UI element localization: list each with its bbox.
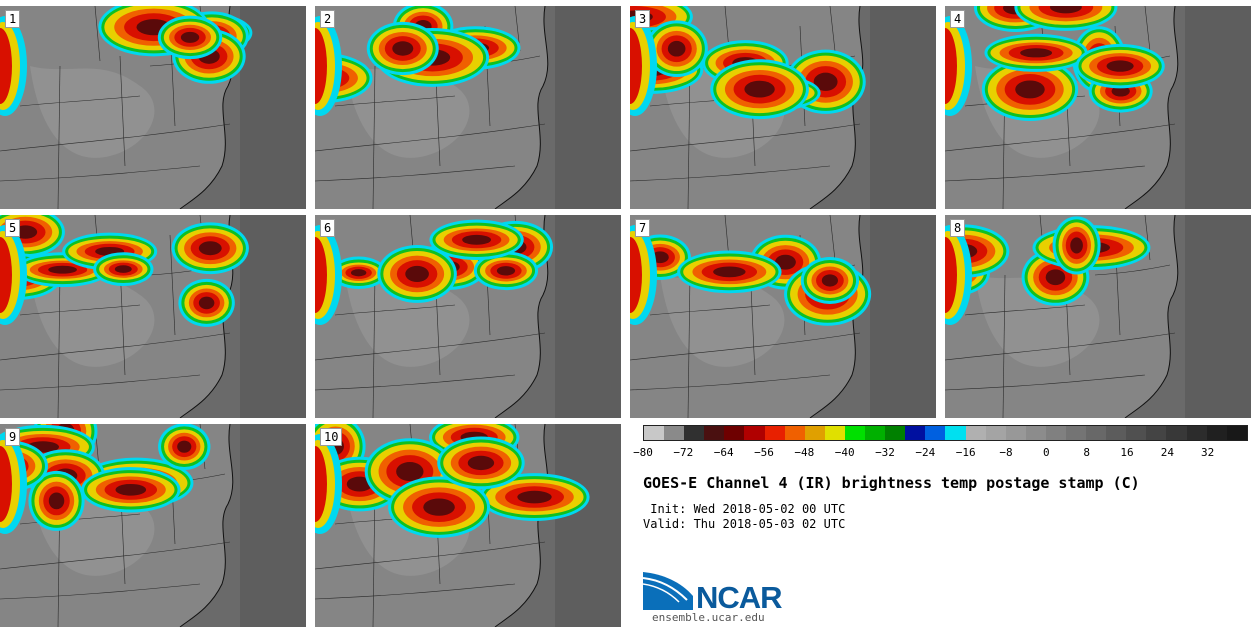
satellite-ir-map bbox=[0, 215, 306, 418]
colorbar-tick-label: 16 bbox=[1120, 446, 1134, 459]
colorbar-swatch bbox=[664, 426, 685, 440]
colorbar-swatch bbox=[724, 426, 745, 440]
colorbar bbox=[643, 425, 1248, 441]
colorbar-swatch bbox=[744, 426, 765, 440]
colorbar-swatch bbox=[985, 426, 1006, 440]
ensemble-member-panel: 10 bbox=[315, 424, 621, 627]
member-number-label: 1 bbox=[5, 10, 21, 28]
ncar-logo-icon bbox=[643, 572, 693, 610]
ensemble-member-panel: 3 bbox=[630, 6, 936, 209]
member-number-label: 6 bbox=[320, 219, 336, 237]
valid-time: Valid: Thu 2018-05-03 02 UTC bbox=[643, 517, 846, 531]
colorbar-swatch bbox=[905, 426, 926, 440]
colorbar-swatch bbox=[965, 426, 986, 440]
member-number-label: 3 bbox=[635, 10, 651, 28]
colorbar-swatch bbox=[885, 426, 906, 440]
colorbar-swatch bbox=[844, 426, 866, 440]
colorbar-swatch bbox=[1065, 426, 1087, 440]
colorbar-swatch bbox=[945, 426, 966, 440]
colorbar-tick-label: −32 bbox=[875, 446, 895, 459]
ensemble-member-panel: 8 bbox=[945, 215, 1251, 418]
colorbar-swatch bbox=[1206, 426, 1227, 440]
site-url[interactable]: ensemble.ucar.edu bbox=[652, 611, 765, 624]
satellite-ir-map bbox=[315, 424, 621, 627]
member-number-label: 10 bbox=[320, 428, 343, 446]
ensemble-member-panel: 2 bbox=[315, 6, 621, 209]
ensemble-member-panel: 6 bbox=[315, 215, 621, 418]
time-info: Init: Wed 2018-05-02 00 UTC Valid: Thu 20… bbox=[643, 502, 845, 532]
satellite-ir-map bbox=[0, 424, 306, 627]
ncar-logo-text: NCAR bbox=[696, 580, 783, 615]
colorbar-swatch bbox=[1045, 426, 1066, 440]
colorbar-swatch bbox=[784, 426, 805, 440]
member-number-label: 5 bbox=[5, 219, 21, 237]
colorbar-tick-label: −40 bbox=[834, 446, 855, 459]
colorbar-swatch bbox=[804, 426, 825, 440]
colorbar-tick-label: −16 bbox=[955, 446, 976, 459]
colorbar-tick-label: 24 bbox=[1160, 446, 1174, 459]
colorbar-tick-label: 32 bbox=[1201, 446, 1215, 459]
member-number-label: 9 bbox=[5, 428, 21, 446]
colorbar-ticks: −80 −72 −64 −56 −48 −40 −32 −24 −16 −8 0 8 16 24 32 bbox=[633, 446, 1248, 460]
satellite-ir-map bbox=[630, 215, 936, 418]
ensemble-member-panel: 5 bbox=[0, 215, 306, 418]
colorbar-swatch bbox=[764, 426, 785, 440]
satellite-ir-map bbox=[315, 6, 621, 209]
chart-title: GOES-E Channel 4 (IR) brightness temp po… bbox=[643, 474, 1140, 492]
member-number-label: 2 bbox=[320, 10, 336, 28]
satellite-ir-map bbox=[0, 6, 306, 209]
colorbar-swatch bbox=[1146, 426, 1167, 440]
satellite-ir-map bbox=[945, 215, 1251, 418]
colorbar-swatch bbox=[1005, 426, 1026, 440]
colorbar-swatch bbox=[1106, 426, 1127, 440]
colorbar-tick-label: −64 bbox=[713, 446, 734, 459]
colorbar-swatch bbox=[1186, 426, 1207, 440]
satellite-ir-map bbox=[945, 6, 1251, 209]
member-number-label: 8 bbox=[950, 219, 966, 237]
ensemble-member-panel: 9 bbox=[0, 424, 306, 627]
colorbar-swatch bbox=[684, 426, 705, 440]
colorbar-swatch bbox=[1226, 426, 1247, 440]
colorbar-swatch bbox=[1166, 426, 1187, 440]
colorbar-tick-label: −8 bbox=[999, 446, 1013, 459]
colorbar-swatch bbox=[865, 426, 886, 440]
colorbar-tick-label: −72 bbox=[673, 446, 694, 459]
ensemble-member-panel: 4 bbox=[945, 6, 1251, 209]
colorbar-swatch bbox=[1126, 426, 1147, 440]
init-time: Init: Wed 2018-05-02 00 UTC bbox=[643, 502, 846, 516]
colorbar-swatch bbox=[644, 426, 665, 440]
colorbar-swatch bbox=[1025, 426, 1046, 440]
colorbar-swatch bbox=[824, 426, 845, 440]
colorbar-tick-label: 8 bbox=[1083, 446, 1090, 459]
colorbar-tick-label: 0 bbox=[1043, 446, 1050, 459]
ensemble-member-panel: 7 bbox=[630, 215, 936, 418]
ensemble-member-panel: 1 bbox=[0, 6, 306, 209]
member-number-label: 4 bbox=[950, 10, 966, 28]
member-number-label: 7 bbox=[635, 219, 651, 237]
colorbar-tick-label: −80 bbox=[633, 446, 653, 459]
colorbar-tick-label: −24 bbox=[915, 446, 936, 459]
satellite-ir-map bbox=[315, 215, 621, 418]
colorbar-swatch bbox=[1086, 426, 1107, 440]
satellite-ir-map bbox=[630, 6, 936, 209]
colorbar-swatch bbox=[704, 426, 725, 440]
colorbar-tick-label: −56 bbox=[754, 446, 774, 459]
colorbar-swatch bbox=[925, 426, 946, 440]
colorbar-tick-label: −48 bbox=[794, 446, 815, 459]
